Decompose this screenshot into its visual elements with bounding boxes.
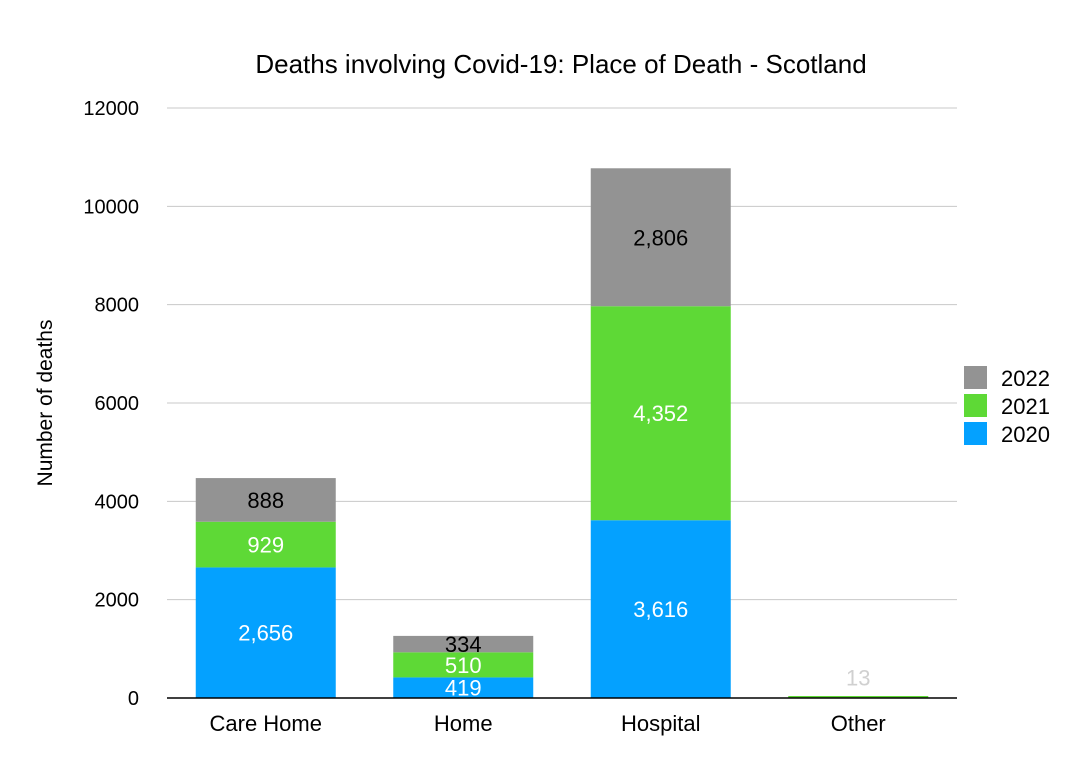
data-label: 334 [445, 632, 482, 657]
bar-segment-2021-care-home [195, 521, 336, 568]
y-tick-labels: 0 2000 4000 6000 8000 10000 12000 [83, 98, 139, 710]
bar-baseline-sliver [788, 696, 929, 698]
bar-segment-2020-home [393, 677, 534, 698]
chart-title: Deaths involving Covid-19: Place of Deat… [255, 49, 866, 79]
data-label: 4,352 [633, 401, 688, 426]
y-axis-label: Number of deaths [34, 320, 57, 487]
x-tick-label: Other [831, 711, 886, 736]
bar-segment-2021-hospital [590, 306, 731, 521]
data-label: 2,806 [633, 225, 688, 250]
bars [195, 168, 929, 698]
data-label: 510 [445, 653, 482, 678]
y-tick-label: 0 [128, 688, 139, 710]
legend-label-2022: 2022 [1001, 366, 1050, 391]
y-tick-label: 4000 [95, 491, 140, 513]
x-tick-label: Home [434, 711, 493, 736]
legend-label-2020: 2020 [1001, 422, 1050, 447]
data-label: 2,656 [238, 621, 293, 646]
bar-segment-2021-home [393, 652, 534, 678]
y-tick-label: 10000 [83, 196, 139, 218]
bar-segment-2022-hospital [590, 168, 731, 307]
data-label: 888 [247, 488, 284, 513]
data-label: 419 [445, 676, 482, 701]
legend-swatch-2022 [964, 366, 987, 389]
bar-segment-2022-home [393, 635, 534, 653]
x-tick-label: Care Home [210, 711, 322, 736]
y-tick-label: 6000 [95, 393, 140, 415]
legend-swatch-2021 [964, 394, 987, 417]
y-tick-label: 2000 [95, 590, 140, 612]
bar-segment-2020-hospital [590, 520, 731, 698]
data-label: 3,616 [633, 597, 688, 622]
data-label: 929 [247, 533, 284, 558]
bar-segment-2022-care-home [195, 478, 336, 522]
bar-segment-2020-care-home [195, 567, 336, 698]
data-label: 13 [846, 665, 870, 690]
y-tick-label: 8000 [95, 295, 140, 317]
legend-label-2021: 2021 [1001, 394, 1050, 419]
x-tick-label: Hospital [621, 711, 700, 736]
legend: 2022 2021 2020 [964, 366, 1050, 447]
legend-swatch-2020 [964, 422, 987, 445]
x-tick-labels: Care Home Home Hospital Other [210, 711, 886, 736]
y-tick-label: 12000 [83, 98, 139, 120]
